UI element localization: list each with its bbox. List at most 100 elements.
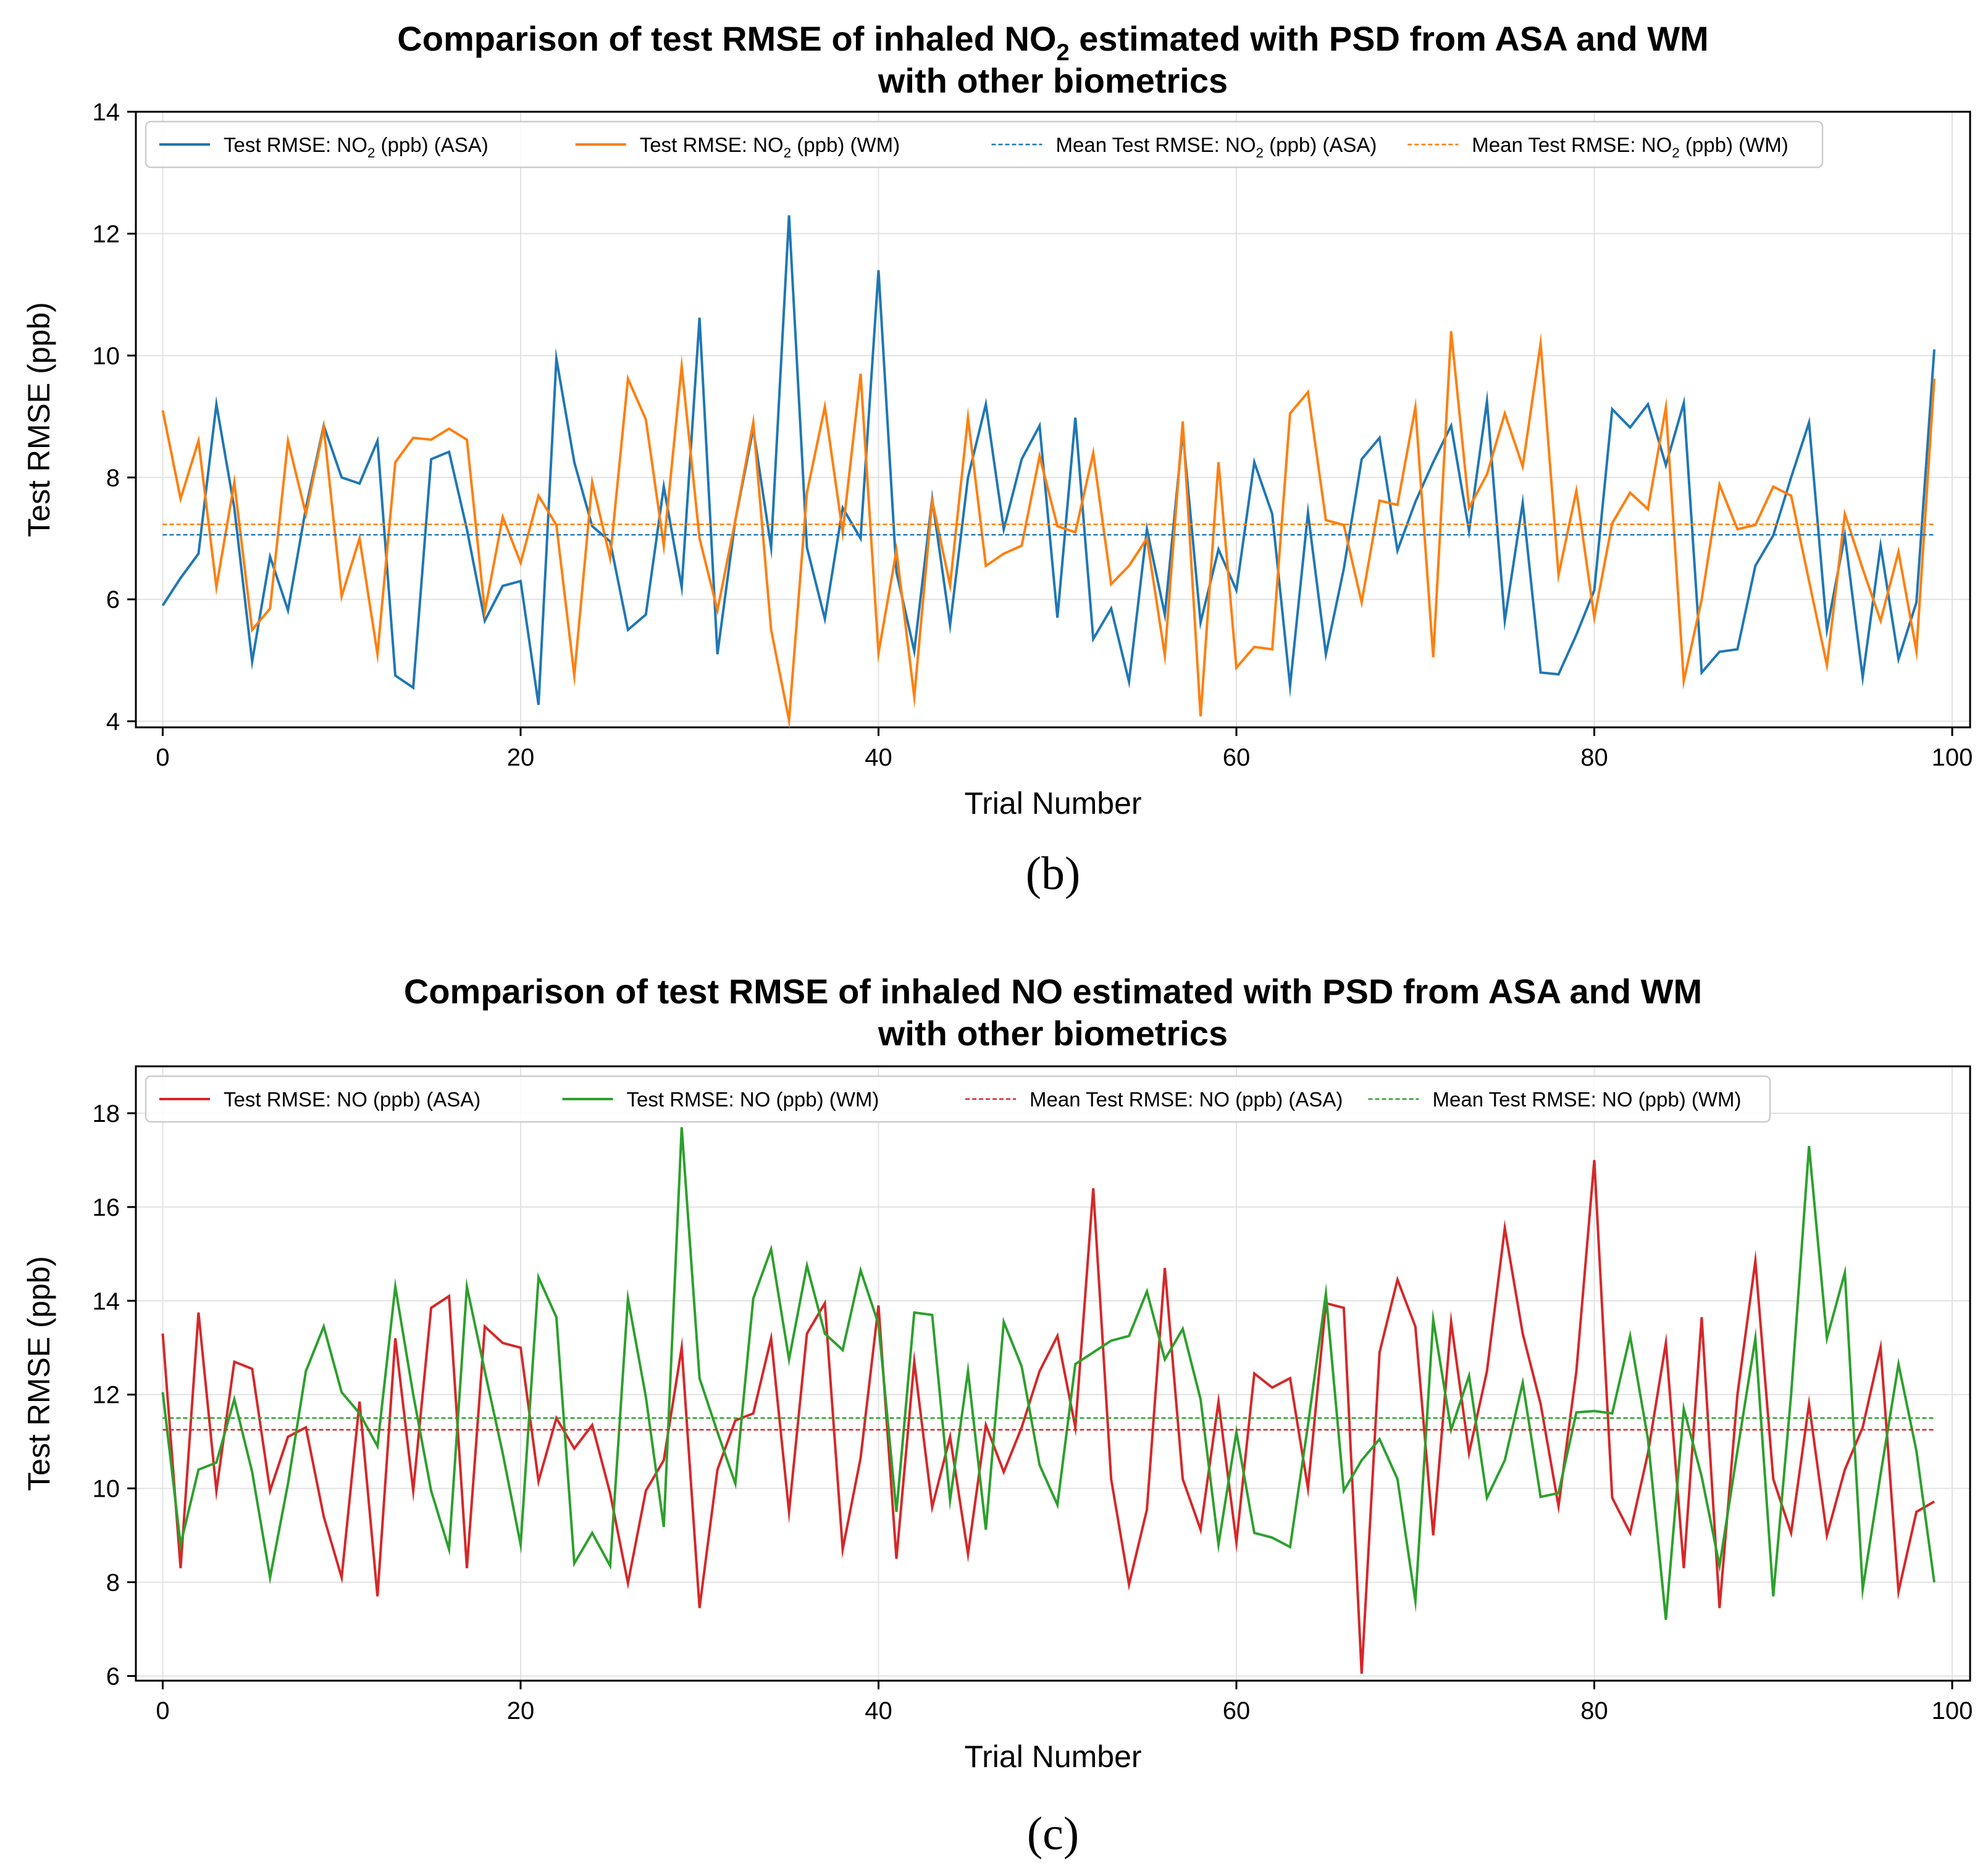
x-tick-label: 0 [156,1697,169,1725]
series-test-rmse-no2-ppb-asa-point [1415,501,1416,503]
series-test-rmse-no2-ppb-asa-point [699,317,700,319]
series-test-rmse-no-ppb-wm-point [663,1526,665,1528]
series-test-rmse-no2-ppb-wm-point [1737,529,1738,530]
series-test-rmse-no2-ppb-wm-point [1540,343,1541,344]
series-test-rmse-no2-ppb-wm-point [1075,532,1076,533]
series-test-rmse-no-ppb-asa-point [520,1347,521,1348]
legend-label-3: Mean Test RMSE: NO (ppb) (WM) [1433,1088,1742,1111]
series-test-rmse-no2-ppb-wm-point [842,532,844,533]
series-test-rmse-no-ppb-wm-point [1361,1460,1362,1461]
series-test-rmse-no-ppb-wm-point [269,1577,271,1578]
series-test-rmse-no2-ppb-asa-point [1916,602,1917,603]
series-test-rmse-no-ppb-asa-point [1075,1427,1076,1428]
series-test-rmse-no2-ppb-wm-point [520,562,521,563]
x-axis-label: Trial Number [964,786,1141,821]
y-tick-label: 4 [106,708,120,735]
y-axis-label: Test RMSE (ppb) [22,1256,56,1491]
legend-label-3: Mean Test RMSE: NO2 (ppb) (WM) [1472,133,1788,161]
plot-area [161,215,1936,729]
series-test-rmse-no2-ppb-wm-point [1701,599,1702,600]
legend-label-0-text: Test RMSE: NO (ppb) (ASA) [224,1088,480,1111]
series-test-rmse-no-ppb-asa-point [538,1481,539,1482]
series-test-rmse-no-ppb-wm-point [377,1445,378,1447]
series-test-rmse-no2-ppb-wm-point [735,519,736,521]
series-test-rmse-no-ppb-asa-point [663,1460,665,1461]
series-test-rmse-no2-ppb-wm-point [1361,602,1362,603]
series-test-rmse-no2-ppb-asa-point [251,661,253,662]
legend-label-1-text-cont: (ppb) (WM) [791,133,900,156]
legend: Test RMSE: NO (ppb) (ASA) Test RMSE: NO (… [145,1075,1771,1123]
series-test-rmse-no-ppb-asa-point [1611,1497,1613,1499]
series-test-rmse-no2-ppb-asa-point [1790,477,1792,478]
series-test-rmse-no-ppb-wm-point [1075,1363,1076,1365]
chart-title-line1: Comparison of test RMSE of inhaled NO es… [404,972,1702,1011]
y-tick-label: 16 [93,1194,120,1221]
legend-label-1-text: Test RMSE: NO [640,133,784,156]
series-test-rmse-no-ppb-wm-point [1772,1595,1774,1597]
series-test-rmse-no-ppb-asa-point [198,1312,199,1313]
series-test-rmse-no-ppb-wm-point [359,1413,360,1414]
series-test-rmse-no2-ppb-wm-point [233,482,235,483]
legend-box [145,1075,1771,1123]
series-test-rmse-no-ppb-asa-point [913,1361,915,1363]
series-test-rmse-no2-ppb-asa-point [1307,512,1309,514]
legend-label-3-text: Mean Test RMSE: NO (ppb) (WM) [1433,1088,1742,1111]
series-test-rmse-no2-ppb-wm-line [161,331,1936,729]
series-test-rmse-no-ppb-wm-point [216,1462,217,1463]
series-test-rmse-no-ppb-wm-point [1701,1476,1702,1478]
legend-label-0-subscript: 2 [367,145,375,161]
series-test-rmse-no2-ppb-asa-point [1128,681,1130,682]
series-test-rmse-no-ppb-wm-point [699,1378,700,1379]
series-test-rmse-no-ppb-asa-point [1790,1532,1792,1534]
figure-caption: (c) [1027,1808,1079,1860]
series-test-rmse-no2-ppb-wm-point [1379,500,1380,501]
x-tick-label: 20 [507,1697,535,1725]
series-test-rmse-no-ppb-wm-point [251,1471,253,1473]
series-test-rmse-no-ppb-wm-point [1307,1424,1309,1426]
series-test-rmse-no-ppb-asa-point [1307,1488,1309,1489]
series-test-rmse-no-ppb-asa-point [1361,1673,1362,1675]
series-test-rmse-no-ppb-wm-point [824,1333,826,1334]
series-test-rmse-no-ppb-wm-point [1021,1366,1022,1367]
chart-title-line1: Comparison of test RMSE of inhaled NO2 e… [397,19,1708,66]
x-tick-label: 0 [156,744,169,771]
series-test-rmse-no2-ppb-wm-point [1576,490,1577,491]
y-tick-label: 6 [106,1663,120,1690]
series-test-rmse-no2-ppb-asa-point [413,687,414,688]
series-test-rmse-no2-ppb-wm-point [1415,407,1416,408]
y-tick-label: 10 [93,1476,120,1503]
series-test-rmse-no-ppb-asa-point [1021,1427,1022,1428]
series-test-rmse-no2-ppb-asa-point [448,451,450,453]
series-test-rmse-no2-ppb-asa-point [1039,425,1040,426]
series-test-rmse-no2-ppb-asa-point [1701,672,1702,673]
series-test-rmse-no2-ppb-asa-point [1808,422,1810,423]
series-test-rmse-no-ppb-asa-point [377,1595,378,1597]
series-test-rmse-no2-ppb-wm-point [1504,413,1506,414]
x-tick-label: 80 [1580,744,1608,771]
series-test-rmse-no-ppb-wm-point [913,1312,915,1313]
series-test-rmse-no2-ppb-wm-point [931,500,933,501]
series-test-rmse-no-ppb-asa-point [1093,1187,1094,1189]
series-test-rmse-no2-ppb-wm-point [1307,391,1309,393]
series-test-rmse-no2-ppb-wm-point [663,545,665,546]
series-test-rmse-no-ppb-wm-point [413,1394,414,1395]
series-test-rmse-no2-ppb-asa-point [1737,649,1738,650]
x-tick-label: 100 [1932,744,1973,771]
y-tick-label: 18 [93,1100,120,1127]
legend-label-2-text-cont: (ppb) (ASA) [1264,133,1377,156]
series-test-rmse-no-ppb-wm-point [1737,1450,1738,1452]
series-test-rmse-no2-ppb-wm-point [895,550,897,551]
series-test-rmse-no2-ppb-asa-point [1576,634,1577,635]
series-test-rmse-no2-ppb-asa-point [198,553,199,554]
series-test-rmse-no2-ppb-asa-point [1719,651,1720,653]
y-tick-label: 10 [93,343,120,370]
series-test-rmse-no-ppb-wm-point [1916,1450,1917,1452]
legend-label-2-text: Mean Test RMSE: NO (ppb) (ASA) [1030,1088,1343,1111]
series-test-rmse-no2-ppb-wm-point [645,419,647,420]
series-test-rmse-no2-ppb-asa-point [1540,672,1541,673]
series-test-rmse-no2-ppb-wm-point [269,608,271,609]
series-test-rmse-no-ppb-asa-point [233,1361,235,1363]
series-test-rmse-no-ppb-wm-point [395,1286,396,1287]
series-test-rmse-no-ppb-wm-point [466,1286,468,1287]
